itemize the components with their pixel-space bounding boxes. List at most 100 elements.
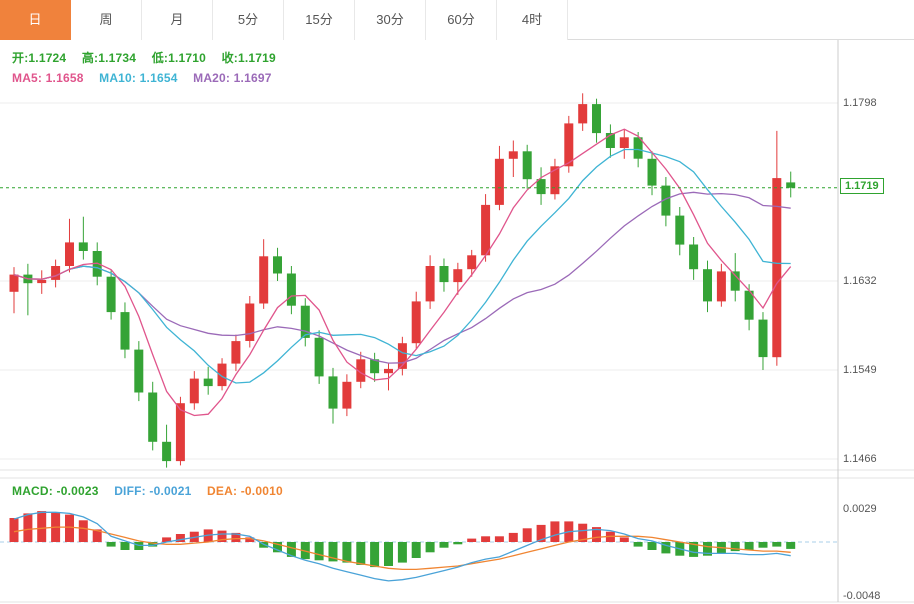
macd-bar — [772, 542, 782, 547]
candle-body — [370, 359, 380, 374]
candle-body — [522, 151, 532, 180]
candle-body — [356, 359, 366, 382]
candle-body — [467, 255, 477, 270]
candle-body — [619, 137, 629, 148]
dea-label: DEA: — [207, 484, 241, 498]
macd-bar — [328, 542, 338, 562]
candle-body — [481, 204, 491, 256]
macd-bar — [286, 542, 296, 557]
macd-bar — [356, 542, 366, 565]
tab-week-label: 周 — [99, 12, 113, 27]
macd-tick-top: 0.0029 — [843, 503, 877, 515]
candle-body — [716, 271, 726, 302]
price-tick-3: 1.1549 — [843, 364, 877, 376]
ma20-line — [13, 191, 791, 364]
candle-body — [661, 185, 671, 216]
price-tick-4: 1.1466 — [843, 453, 877, 465]
candle-body — [162, 441, 172, 462]
candle-body — [494, 158, 504, 205]
macd-bar — [494, 536, 504, 542]
macd-bar — [786, 542, 796, 549]
candle-body — [592, 104, 601, 134]
macd-bar — [245, 537, 255, 542]
candle-body — [203, 378, 213, 387]
tab-5min-label: 5分 — [237, 12, 259, 27]
tab-month[interactable]: 月 — [142, 0, 213, 40]
candle-body — [564, 123, 574, 167]
macd-tick-bottom: -0.0048 — [843, 590, 881, 602]
candle-body — [245, 303, 255, 341]
macd-bar — [744, 542, 754, 550]
high-label: 高: — [81, 51, 99, 65]
price-tick-1: 1.1798 — [843, 97, 877, 109]
candle-body — [730, 271, 740, 291]
ma5-line — [13, 128, 792, 417]
candle-body — [397, 343, 407, 369]
candle-body — [51, 266, 61, 280]
candle-body — [633, 137, 643, 159]
candle-body — [231, 341, 241, 364]
candle-body — [328, 376, 338, 409]
tab-60min[interactable]: 60分 — [426, 0, 497, 40]
macd-bar — [106, 542, 116, 547]
macd-bar — [217, 530, 227, 542]
tab-day[interactable]: 日 — [0, 0, 71, 40]
candle-body — [425, 266, 435, 302]
diff-label: DIFF: — [114, 484, 150, 498]
ma10-label: MA10: — [99, 71, 140, 85]
tab-4hour[interactable]: 4时 — [497, 0, 568, 40]
open-label: 开: — [12, 51, 29, 65]
ma5-value: 1.1658 — [45, 71, 84, 85]
candle-body — [65, 242, 74, 266]
candle-body — [286, 273, 296, 306]
macd-bar — [522, 528, 532, 542]
ma20-value: 1.1697 — [233, 71, 272, 85]
diff-value: -0.0021 — [149, 484, 192, 498]
macd-bar — [384, 542, 393, 566]
macd-bar — [481, 536, 491, 542]
tab-15min-label: 15分 — [305, 12, 333, 27]
candle-body — [217, 363, 227, 387]
macd-bar — [175, 534, 185, 542]
candle-body — [259, 256, 269, 304]
ma20-label: MA20: — [193, 71, 234, 85]
macd-bar — [536, 524, 546, 542]
tab-30min-label: 30分 — [376, 12, 404, 27]
candle-body — [675, 215, 685, 245]
macd-bar — [148, 542, 158, 547]
candle-body — [106, 276, 116, 313]
macd-bar — [314, 542, 324, 561]
candle-body — [342, 381, 352, 409]
dea-value: -0.0010 — [240, 484, 283, 498]
macd-bar — [550, 521, 560, 542]
macd-bar — [37, 511, 47, 542]
macd-bar — [633, 542, 643, 547]
tab-15min[interactable]: 15分 — [284, 0, 355, 40]
tab-30min[interactable]: 30分 — [355, 0, 426, 40]
price-tick-2: 1.1632 — [843, 275, 877, 287]
macd-bar — [661, 542, 671, 554]
macd-bar — [162, 537, 172, 542]
tab-week[interactable]: 周 — [71, 0, 142, 40]
candle-body — [273, 256, 282, 274]
tab-5min[interactable]: 5分 — [213, 0, 284, 40]
candle-body — [550, 166, 560, 195]
macd-bar — [453, 542, 463, 545]
macd-bar — [92, 529, 102, 542]
candle-body — [772, 178, 782, 358]
candle-body — [9, 274, 19, 292]
macd-bar — [78, 520, 88, 542]
macd-bar — [619, 537, 629, 542]
macd-bar — [703, 542, 712, 556]
close-label: 收: — [221, 51, 238, 65]
candle-body — [411, 301, 421, 344]
macd-legend: MACD: -0.0023 DIFF: -0.0021 DEA: -0.0010 — [12, 484, 295, 498]
candle-body — [605, 133, 615, 148]
macd-label: MACD: — [12, 484, 57, 498]
current-price-label: 1.1719 — [840, 178, 884, 194]
ohlc-legend: 开:1.1724 高:1.1734 低:1.1710 收:1.1719 — [12, 49, 288, 66]
macd-bar — [342, 542, 352, 563]
tab-60min-label: 60分 — [447, 12, 475, 27]
